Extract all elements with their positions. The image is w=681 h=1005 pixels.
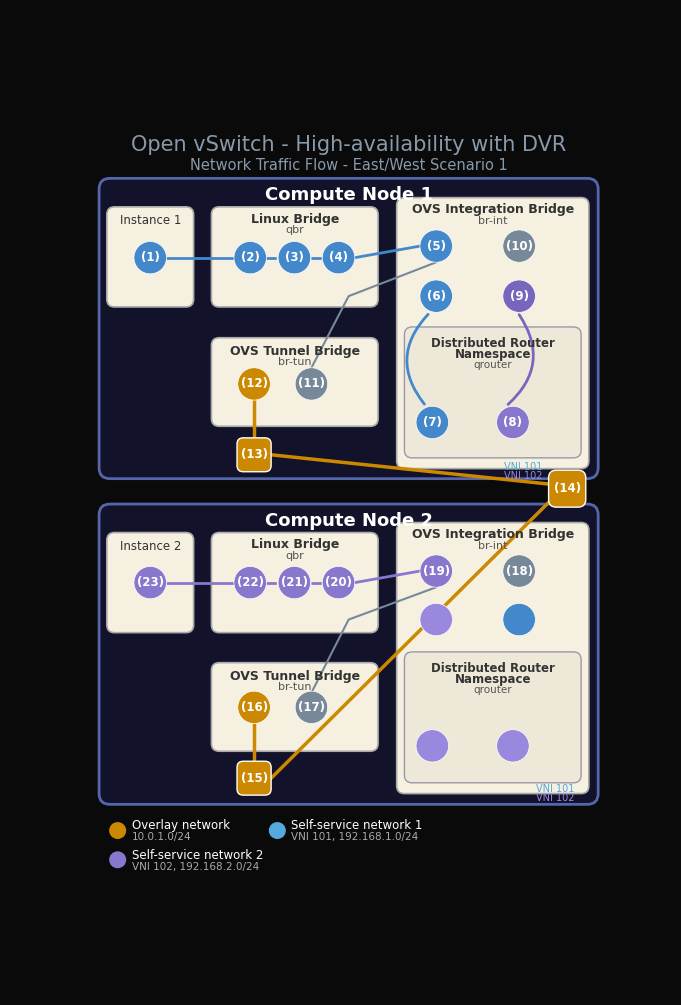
Circle shape bbox=[420, 603, 452, 636]
Circle shape bbox=[416, 730, 449, 762]
Text: (8): (8) bbox=[503, 416, 522, 429]
Text: (17): (17) bbox=[298, 700, 325, 714]
Text: (1): (1) bbox=[141, 251, 159, 264]
Circle shape bbox=[109, 851, 126, 868]
Text: (4): (4) bbox=[329, 251, 348, 264]
Text: Instance 2: Instance 2 bbox=[120, 540, 181, 553]
Text: (19): (19) bbox=[423, 565, 449, 578]
Text: (13): (13) bbox=[240, 448, 268, 461]
Circle shape bbox=[503, 555, 535, 587]
Text: (9): (9) bbox=[509, 289, 528, 303]
FancyBboxPatch shape bbox=[237, 438, 271, 471]
Text: VNI 102: VNI 102 bbox=[504, 471, 542, 481]
Text: VNI 101, 192.168.1.0/24: VNI 101, 192.168.1.0/24 bbox=[291, 832, 419, 842]
Text: VNI 101: VNI 101 bbox=[504, 462, 542, 472]
FancyBboxPatch shape bbox=[405, 652, 581, 783]
Text: (6): (6) bbox=[427, 289, 445, 303]
Text: VNI 102, 192.168.2.0/24: VNI 102, 192.168.2.0/24 bbox=[131, 861, 259, 871]
Text: (10): (10) bbox=[505, 239, 533, 252]
Text: VNI 102: VNI 102 bbox=[536, 793, 575, 803]
FancyBboxPatch shape bbox=[99, 178, 598, 478]
Circle shape bbox=[420, 280, 452, 313]
Circle shape bbox=[496, 730, 529, 762]
Circle shape bbox=[238, 691, 270, 724]
Circle shape bbox=[109, 822, 126, 839]
Text: br-tun: br-tun bbox=[278, 358, 311, 368]
Text: br-int: br-int bbox=[478, 216, 507, 226]
Circle shape bbox=[238, 368, 270, 400]
Text: Open vSwitch - High-availability with DVR: Open vSwitch - High-availability with DV… bbox=[131, 136, 566, 155]
Circle shape bbox=[322, 241, 355, 273]
Text: (20): (20) bbox=[325, 576, 352, 589]
Text: Compute Node 1: Compute Node 1 bbox=[265, 186, 432, 204]
Text: Compute Node 2: Compute Node 2 bbox=[265, 512, 432, 530]
Circle shape bbox=[234, 567, 266, 599]
Text: (5): (5) bbox=[427, 239, 445, 252]
Text: br-tun: br-tun bbox=[278, 682, 311, 692]
FancyBboxPatch shape bbox=[107, 533, 193, 633]
Circle shape bbox=[134, 567, 166, 599]
Text: (21): (21) bbox=[281, 576, 308, 589]
Circle shape bbox=[420, 230, 452, 262]
Text: OVS Integration Bridge: OVS Integration Bridge bbox=[411, 529, 574, 542]
FancyBboxPatch shape bbox=[107, 207, 193, 307]
FancyBboxPatch shape bbox=[211, 338, 378, 426]
Text: 10.0.1.0/24: 10.0.1.0/24 bbox=[131, 832, 191, 842]
Text: br-int: br-int bbox=[478, 541, 507, 551]
Circle shape bbox=[295, 368, 328, 400]
Circle shape bbox=[269, 822, 286, 839]
Text: Self-service network 2: Self-service network 2 bbox=[131, 848, 263, 861]
Text: OVS Tunnel Bridge: OVS Tunnel Bridge bbox=[229, 670, 360, 683]
Circle shape bbox=[496, 406, 529, 438]
Text: qrouter: qrouter bbox=[473, 361, 512, 371]
Circle shape bbox=[278, 567, 311, 599]
Circle shape bbox=[503, 280, 535, 313]
Circle shape bbox=[503, 603, 535, 636]
Text: (3): (3) bbox=[285, 251, 304, 264]
Text: Namespace: Namespace bbox=[454, 673, 531, 686]
Circle shape bbox=[420, 555, 452, 587]
Text: Linux Bridge: Linux Bridge bbox=[251, 213, 339, 226]
FancyBboxPatch shape bbox=[211, 207, 378, 307]
Text: (2): (2) bbox=[241, 251, 259, 264]
FancyBboxPatch shape bbox=[237, 761, 271, 795]
FancyBboxPatch shape bbox=[396, 523, 589, 794]
FancyBboxPatch shape bbox=[405, 327, 581, 458]
FancyBboxPatch shape bbox=[99, 505, 598, 804]
Text: Self-service network 1: Self-service network 1 bbox=[291, 819, 423, 832]
Text: (18): (18) bbox=[505, 565, 533, 578]
Text: OVS Integration Bridge: OVS Integration Bridge bbox=[411, 203, 574, 216]
Text: (15): (15) bbox=[240, 772, 268, 785]
FancyBboxPatch shape bbox=[396, 198, 589, 468]
FancyBboxPatch shape bbox=[211, 662, 378, 751]
Circle shape bbox=[322, 567, 355, 599]
Text: Overlay network: Overlay network bbox=[131, 819, 229, 832]
Circle shape bbox=[134, 241, 166, 273]
FancyBboxPatch shape bbox=[211, 533, 378, 633]
Text: OVS Tunnel Bridge: OVS Tunnel Bridge bbox=[229, 345, 360, 358]
Text: (7): (7) bbox=[423, 416, 442, 429]
Text: (22): (22) bbox=[237, 576, 264, 589]
Text: Distributed Router: Distributed Router bbox=[431, 338, 555, 351]
Circle shape bbox=[234, 241, 266, 273]
Circle shape bbox=[416, 406, 449, 438]
Text: qbr: qbr bbox=[285, 551, 304, 561]
Text: (12): (12) bbox=[240, 378, 268, 390]
Text: (11): (11) bbox=[298, 378, 325, 390]
Circle shape bbox=[503, 230, 535, 262]
Text: Namespace: Namespace bbox=[454, 348, 531, 361]
Text: qbr: qbr bbox=[285, 225, 304, 235]
Circle shape bbox=[295, 691, 328, 724]
Circle shape bbox=[278, 241, 311, 273]
Text: (23): (23) bbox=[137, 576, 163, 589]
Text: Distributed Router: Distributed Router bbox=[431, 662, 555, 675]
Text: Network Traffic Flow - East/West Scenario 1: Network Traffic Flow - East/West Scenari… bbox=[190, 158, 507, 173]
Text: Linux Bridge: Linux Bridge bbox=[251, 539, 339, 552]
Text: Instance 1: Instance 1 bbox=[120, 214, 181, 227]
Text: (14): (14) bbox=[554, 482, 581, 495]
FancyBboxPatch shape bbox=[549, 470, 586, 508]
Text: (16): (16) bbox=[240, 700, 268, 714]
Text: VNI 101: VNI 101 bbox=[536, 784, 575, 794]
Text: qrouter: qrouter bbox=[473, 685, 512, 695]
